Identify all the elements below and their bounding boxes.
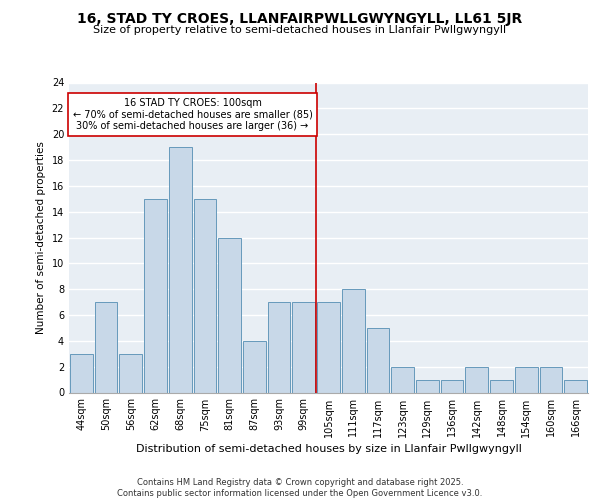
Bar	[119, 354, 142, 393]
Bar	[342, 289, 365, 393]
Bar	[194, 198, 216, 392]
X-axis label: Distribution of semi-detached houses by size in Llanfair Pwllgwyngyll: Distribution of semi-detached houses by …	[136, 444, 521, 454]
Y-axis label: Number of semi-detached properties: Number of semi-detached properties	[36, 141, 46, 334]
Bar	[169, 147, 191, 392]
Text: 16 STAD TY CROES: 100sqm
← 70% of semi-detached houses are smaller (85)
30% of s: 16 STAD TY CROES: 100sqm ← 70% of semi-d…	[73, 98, 313, 131]
Bar	[539, 366, 562, 392]
Bar	[317, 302, 340, 392]
Bar	[367, 328, 389, 392]
Bar	[70, 354, 93, 393]
Bar	[416, 380, 439, 392]
Bar	[292, 302, 315, 392]
Bar	[564, 380, 587, 392]
Text: 16, STAD TY CROES, LLANFAIRPWLLGWYNGYLL, LL61 5JR: 16, STAD TY CROES, LLANFAIRPWLLGWYNGYLL,…	[77, 12, 523, 26]
Text: Contains HM Land Registry data © Crown copyright and database right 2025.
Contai: Contains HM Land Registry data © Crown c…	[118, 478, 482, 498]
Bar	[466, 366, 488, 392]
Bar	[490, 380, 513, 392]
Bar	[144, 198, 167, 392]
Bar	[243, 341, 266, 392]
Bar	[515, 366, 538, 392]
Text: Size of property relative to semi-detached houses in Llanfair Pwllgwyngyll: Size of property relative to semi-detach…	[94, 25, 506, 35]
Bar	[391, 366, 414, 392]
Bar	[218, 238, 241, 392]
Bar	[268, 302, 290, 392]
Bar	[95, 302, 118, 392]
Bar	[441, 380, 463, 392]
